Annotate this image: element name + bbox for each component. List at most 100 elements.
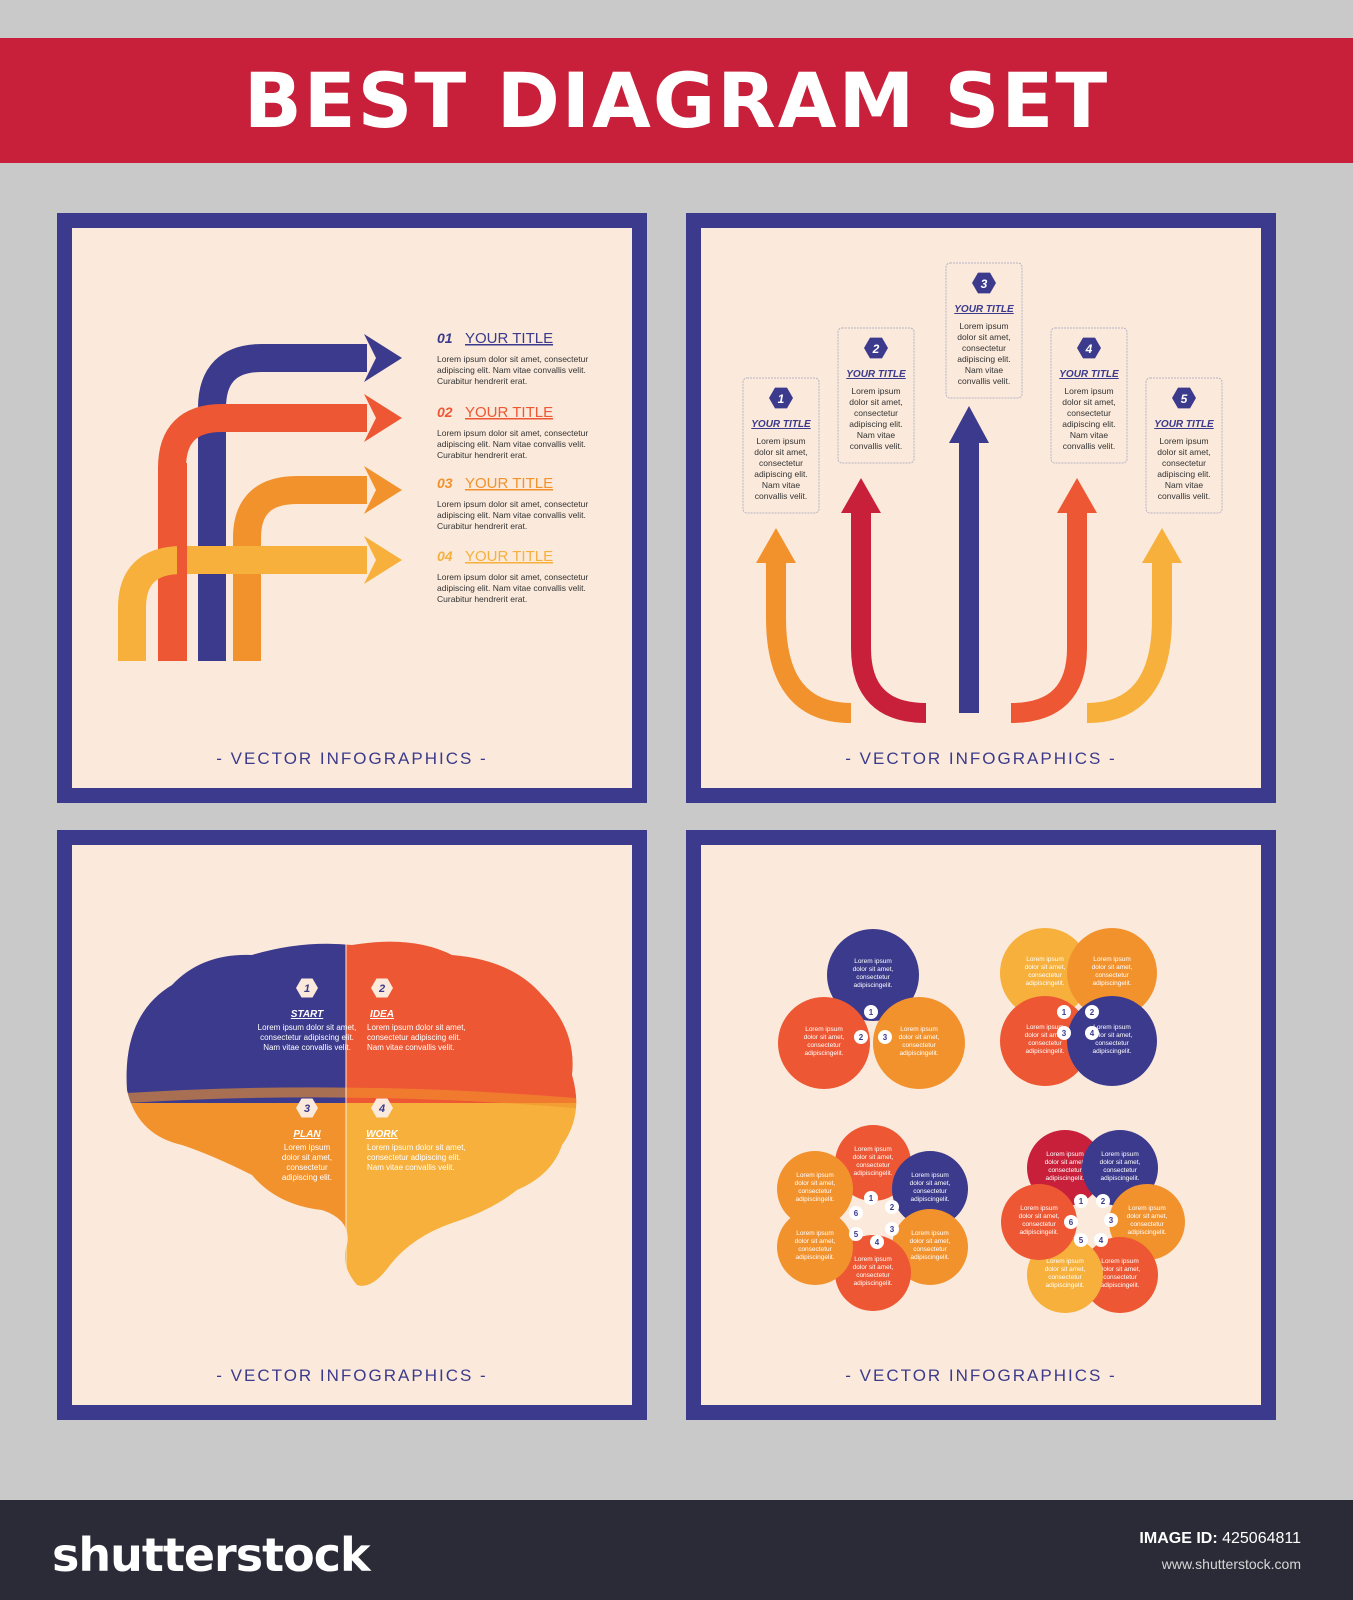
petal-text: Lorem ipsum <box>1093 1024 1131 1031</box>
badge-number: 1 <box>869 1008 874 1017</box>
item-description: adipiscing elit. <box>1157 469 1210 479</box>
item-description: Nam vitae convallis velit. <box>367 1043 455 1052</box>
image-id-label: IMAGE ID: <box>1139 1530 1218 1547</box>
petal-text: adipiscingelit. <box>853 1280 892 1287</box>
petal-text: Lorem ipsum <box>1020 1205 1058 1212</box>
item-title: PLAN <box>293 1129 321 1140</box>
item-description: consectetur adipiscing elit. <box>367 1153 461 1162</box>
petal-text: Lorem ipsum <box>1128 1205 1166 1212</box>
item-description: consectetur adipiscing elit. <box>260 1033 354 1042</box>
item-number: 2 <box>872 342 880 356</box>
petal-text: consectetur <box>1048 1167 1082 1174</box>
arrow-4 <box>1010 513 1087 723</box>
arrowhead-3 <box>949 406 989 443</box>
number-hexagon <box>1077 337 1101 359</box>
item-description: consectetur <box>854 408 898 418</box>
item-description: adipiscing elit. Nam vitae convallis vel… <box>437 510 586 520</box>
petal-text: Lorem ipsum <box>900 1026 938 1033</box>
petal-text: adipiscingelit. <box>853 982 892 989</box>
petal <box>1067 928 1157 1018</box>
title-banner: BEST DIAGRAM SET <box>0 38 1353 163</box>
arrowhead-1 <box>364 334 402 382</box>
badge-number: 1 <box>869 1194 874 1203</box>
badge-number: 4 <box>875 1238 880 1247</box>
item-description: Lorem ipsum dolor sit amet, consectetur <box>437 354 588 364</box>
petal-text: Lorem ipsum <box>911 1230 949 1237</box>
number-hexagon <box>371 978 393 998</box>
item-description: dolor sit amet, <box>1157 447 1210 457</box>
petal-text: adipiscingelit. <box>1025 980 1064 987</box>
item-description: Nam vitae convallis velit. <box>263 1043 351 1052</box>
badge-number: 4 <box>1090 1029 1095 1038</box>
item-title: YOUR TITLE <box>465 548 553 565</box>
petal <box>1000 928 1090 1018</box>
petal-text: Lorem ipsum <box>1101 1258 1139 1265</box>
number-hexagon <box>296 978 318 998</box>
item-description: Curabitur hendrerit erat. <box>437 376 527 386</box>
petal-text: adipiscingelit. <box>1025 1048 1064 1055</box>
item-number: 02 <box>437 404 453 420</box>
item-title: YOUR TITLE <box>1059 369 1119 380</box>
item-description: Nam vitae <box>857 430 896 440</box>
petal-text: dolor sit amet, <box>804 1034 845 1041</box>
petal-text: Lorem ipsum <box>911 1172 949 1179</box>
petal <box>777 1151 853 1227</box>
item-description: Lorem ipsum dolor sit amet, consectetur <box>437 499 588 509</box>
petal-text: dolor sit amet, <box>1045 1266 1086 1273</box>
number-badge <box>849 1227 863 1241</box>
text-box <box>1050 327 1128 464</box>
petal <box>873 997 965 1089</box>
item-description: dolor sit amet, <box>754 447 807 457</box>
number-badge <box>1057 1005 1071 1019</box>
arrow-1 <box>766 563 852 723</box>
item-description: dolor sit amet, <box>282 1153 332 1162</box>
petal-text: consectetur <box>798 1246 832 1253</box>
number-badge <box>1094 1233 1108 1247</box>
number-badge <box>1064 1215 1078 1229</box>
text-box <box>945 262 1023 399</box>
item-number: 3 <box>304 1103 310 1115</box>
item-title: YOUR TITLE <box>465 330 553 347</box>
number-badge <box>1085 1026 1099 1040</box>
petal-text: consectetur <box>1095 972 1129 979</box>
item-description: Lorem ipsum <box>851 386 900 396</box>
item-description: adipiscing elit. <box>282 1173 332 1182</box>
item-description: Lorem ipsum <box>284 1143 331 1152</box>
arrow-2 <box>851 513 927 723</box>
petal-text: dolor sit amet, <box>1025 964 1066 971</box>
item-description: Lorem ipsum dolor sit amet, consectetur <box>437 428 588 438</box>
petal-text: dolor sit amet, <box>1025 1032 1066 1039</box>
petal-text: dolor sit amet, <box>910 1180 951 1187</box>
item-title: YOUR TITLE <box>465 475 553 492</box>
item-description: Lorem ipsum dolor sit amet, consectetur <box>437 572 588 582</box>
number-badge <box>878 1030 892 1044</box>
item-description: consectetur <box>1067 408 1111 418</box>
petal-text: Lorem ipsum <box>796 1172 834 1179</box>
petal-text: adipiscingelit. <box>795 1254 834 1261</box>
number-hexagon <box>371 1098 393 1118</box>
petal <box>892 1209 968 1285</box>
arrowhead-2 <box>841 478 881 513</box>
badge-number: 5 <box>854 1230 859 1239</box>
item-description: adipiscing elit. Nam vitae convallis vel… <box>437 439 586 449</box>
item-title: YOUR TITLE <box>954 304 1014 315</box>
footer-caption: - VECTOR INFOGRAPHICS - <box>845 1366 1117 1385</box>
petal-text: adipiscingelit. <box>1019 1229 1058 1236</box>
petal-text: Lorem ipsum <box>1093 956 1131 963</box>
badge-number: 3 <box>883 1033 888 1042</box>
petal <box>835 1235 911 1311</box>
arrowhead-5 <box>1142 528 1182 563</box>
petal-text: dolor sit amet, <box>1092 964 1133 971</box>
petal-text: consectetur <box>856 974 890 981</box>
petal-text: consectetur <box>1103 1167 1137 1174</box>
petal-text: consectetur <box>856 1272 890 1279</box>
item-number: 5 <box>1181 392 1188 406</box>
item-number: 04 <box>437 548 453 564</box>
item-number: 3 <box>981 277 988 291</box>
watermark-footer: shutterstock IMAGE ID: 425064811 www.shu… <box>0 1500 1353 1600</box>
item-title: YOUR TITLE <box>751 419 811 430</box>
footer-caption: - VECTOR INFOGRAPHICS - <box>216 1366 488 1385</box>
text-box <box>742 377 820 514</box>
